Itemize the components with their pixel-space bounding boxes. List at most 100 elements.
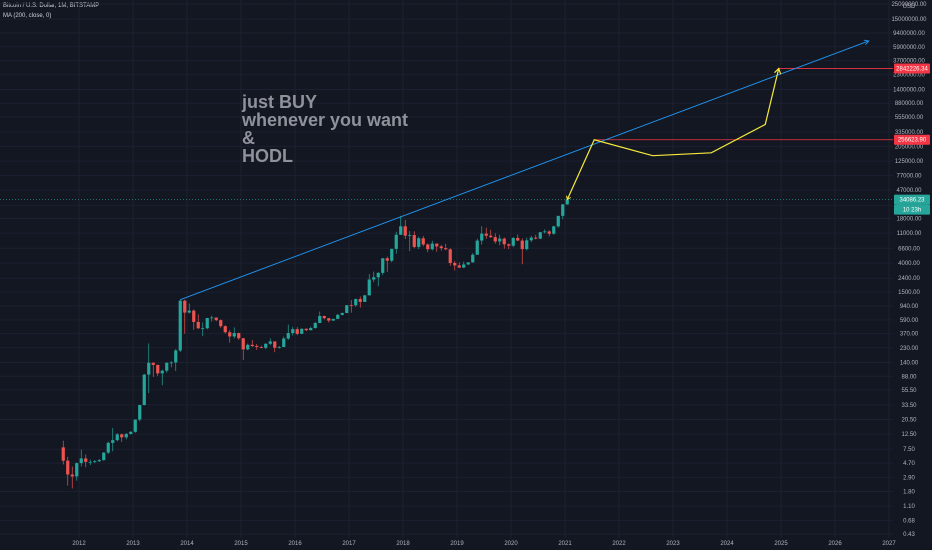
time-tick-label: 2021 bbox=[558, 541, 572, 547]
candle-body bbox=[295, 329, 299, 334]
level-price-badge-bg bbox=[894, 63, 930, 74]
price-tick-label: 20.50 bbox=[901, 417, 917, 423]
last-price-badge: 34086.23 bbox=[899, 198, 925, 204]
price-tick-label: 140.00 bbox=[900, 360, 919, 366]
candle-body bbox=[349, 305, 353, 307]
price-tick-label: 0.68 bbox=[903, 518, 915, 524]
candle-body bbox=[336, 314, 340, 319]
candle-body bbox=[192, 310, 196, 322]
candle-body bbox=[309, 328, 313, 331]
last-price-badge-bg bbox=[894, 194, 930, 205]
candle-body bbox=[484, 233, 488, 236]
price-tick-label: 230.00 bbox=[900, 346, 919, 352]
price-tick-label: 125000.00 bbox=[895, 159, 924, 165]
price-tick-label: 15000000.00 bbox=[891, 17, 927, 23]
price-tick-label: 1400000.00 bbox=[893, 87, 925, 93]
annotation-line-1: just BUY bbox=[241, 92, 317, 112]
candle-body bbox=[151, 362, 155, 365]
time-tick-label: 2022 bbox=[612, 541, 626, 547]
chart-symbol-title[interactable]: Bitcoin / U.S. Dollar, 1M, BITSTAMP bbox=[3, 3, 100, 9]
candle-body bbox=[88, 461, 92, 463]
candle-body bbox=[133, 419, 137, 432]
candle-body bbox=[93, 461, 97, 463]
price-tick-label: 0.43 bbox=[903, 532, 915, 538]
level-price-badge: 256623.90 bbox=[898, 138, 927, 144]
candle-body bbox=[430, 243, 434, 250]
time-axis[interactable]: 2012 2013 2014 2015 2016 2017 2018 2019 2020 2021… bbox=[72, 541, 896, 547]
price-tick-label: 4000.00 bbox=[898, 261, 920, 267]
candle-body bbox=[466, 262, 470, 265]
candle-body bbox=[489, 235, 493, 238]
projection-layer bbox=[566, 67, 782, 201]
candle-body bbox=[196, 321, 200, 329]
candle-body bbox=[457, 265, 461, 268]
candle-body bbox=[354, 299, 358, 306]
candle-body bbox=[228, 332, 232, 337]
price-tick-label: 590.00 bbox=[900, 318, 919, 324]
time-tick-label: 2013 bbox=[126, 541, 140, 547]
candle-body bbox=[174, 350, 178, 363]
candle-body bbox=[259, 347, 263, 348]
price-badges-layer: 2842226.34 256623.90 34086.23 10 23h bbox=[894, 63, 930, 215]
candle-body bbox=[300, 328, 304, 334]
candle-body bbox=[97, 460, 101, 462]
candle-body bbox=[147, 362, 151, 375]
price-tick-label: 33.50 bbox=[901, 403, 917, 409]
candle-body bbox=[219, 320, 223, 327]
candle-body bbox=[367, 279, 371, 296]
candle-body bbox=[187, 310, 191, 313]
time-tick-label: 2012 bbox=[72, 541, 86, 547]
candle-body bbox=[507, 244, 511, 246]
price-tick-label: 12.50 bbox=[901, 432, 917, 438]
candle-body bbox=[205, 318, 209, 329]
candles-layer bbox=[61, 196, 569, 489]
price-tick-label: 88.00 bbox=[901, 374, 917, 380]
candle-body bbox=[255, 346, 259, 348]
candle-body bbox=[246, 344, 250, 350]
candle-body bbox=[561, 204, 565, 216]
price-tick-label: 7.50 bbox=[903, 447, 915, 453]
candle-body bbox=[439, 246, 443, 249]
candle-body bbox=[534, 237, 538, 239]
candle-body bbox=[282, 338, 286, 348]
candle-body bbox=[66, 460, 70, 475]
candle-body bbox=[529, 237, 533, 241]
candle-body bbox=[268, 341, 272, 344]
price-tick-label: 11000.00 bbox=[897, 231, 922, 237]
projection-path bbox=[566, 68, 780, 200]
level-lines-layer bbox=[0, 68, 893, 200]
candle-body bbox=[453, 262, 457, 266]
candle-body bbox=[223, 326, 227, 333]
candle-body bbox=[538, 232, 542, 239]
price-axis[interactable]: USD 25000000.00 15000000.00 9400000.00 5900… bbox=[891, 2, 927, 538]
annotation-line-4: HODL bbox=[242, 146, 293, 166]
price-tick-label: 77000.00 bbox=[896, 173, 922, 179]
candle-body bbox=[214, 317, 218, 321]
time-tick-label: 2023 bbox=[666, 541, 680, 547]
candle-body bbox=[124, 433, 128, 438]
candle-body bbox=[426, 244, 430, 250]
candle-body bbox=[340, 313, 344, 315]
candle-body bbox=[313, 322, 317, 329]
level-price-badge: 2842226.34 bbox=[896, 66, 928, 72]
trendline bbox=[180, 40, 869, 301]
price-tick-label: 2300000.00 bbox=[893, 73, 925, 79]
currency-label: USD bbox=[903, 4, 916, 10]
candle-body bbox=[385, 258, 389, 261]
time-tick-label: 2017 bbox=[342, 541, 356, 547]
time-tick-label: 2026 bbox=[828, 541, 842, 547]
candle-body bbox=[250, 344, 254, 347]
candle-body bbox=[286, 333, 290, 339]
candle-body bbox=[408, 235, 412, 236]
candle-body bbox=[462, 264, 466, 268]
candle-body bbox=[421, 238, 425, 245]
price-tick-label: 370.00 bbox=[900, 332, 919, 338]
candle-body bbox=[475, 240, 479, 255]
candle-body bbox=[304, 328, 308, 331]
indicator-legend[interactable]: MA (200, close, 0) bbox=[3, 13, 52, 19]
annotation-line-2: whenever you want bbox=[241, 110, 408, 130]
candle-body bbox=[381, 258, 385, 273]
price-tick-label: 3700000.00 bbox=[893, 59, 925, 65]
candle-body bbox=[547, 231, 551, 234]
